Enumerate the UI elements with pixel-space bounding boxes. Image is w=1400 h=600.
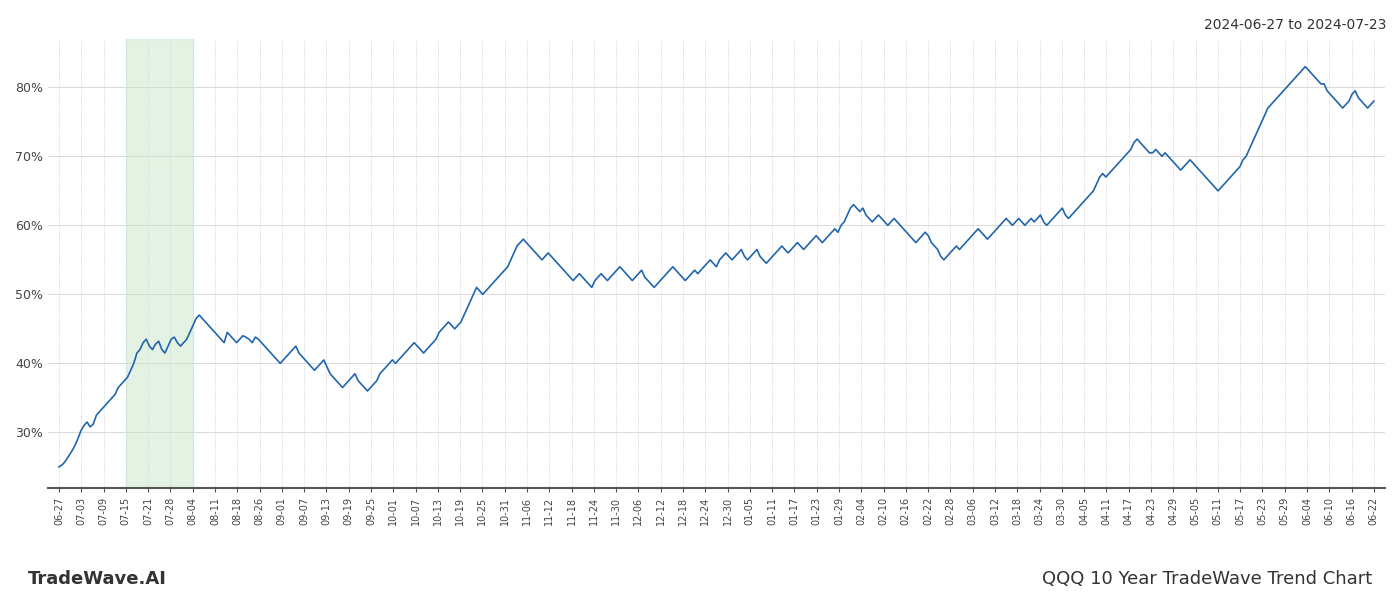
Text: TradeWave.AI: TradeWave.AI (28, 570, 167, 588)
Text: 2024-06-27 to 2024-07-23: 2024-06-27 to 2024-07-23 (1204, 18, 1386, 32)
Bar (126, 39, 193, 488)
Text: QQQ 10 Year TradeWave Trend Chart: QQQ 10 Year TradeWave Trend Chart (1042, 570, 1372, 588)
